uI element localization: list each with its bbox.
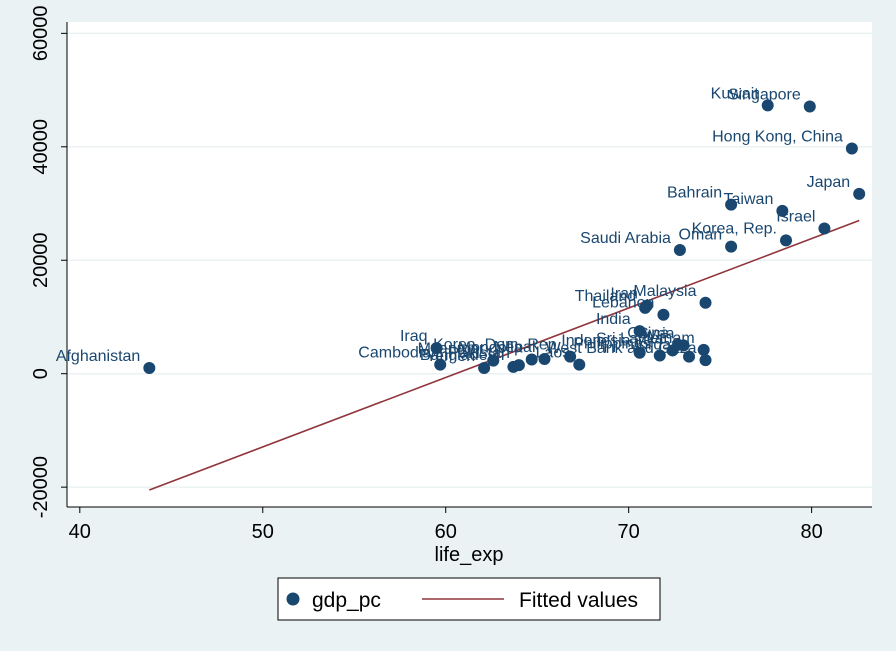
- point-label: Japan: [807, 174, 851, 191]
- fitted-line: [149, 219, 860, 491]
- point-label: Pakistan: [449, 345, 510, 362]
- data-point: [803, 100, 816, 113]
- point-label: Myanmar: [418, 341, 485, 358]
- data-point: [478, 362, 491, 375]
- point-label: Sri Lanka: [596, 330, 664, 347]
- point-label: Israel: [776, 208, 815, 225]
- points-layer: [143, 99, 866, 375]
- point-label: Bahrain: [667, 185, 722, 202]
- point-label: Vietnam: [636, 330, 694, 347]
- data-point: [633, 346, 646, 359]
- point-label: Indonesia: [561, 333, 630, 350]
- data-point: [725, 198, 738, 211]
- point-label: Korea, Dem. Rep.: [433, 337, 561, 354]
- point-label: West Bank and Gaza: [546, 340, 697, 357]
- data-point: [780, 234, 793, 247]
- legend-marker-gdp-pc: [286, 592, 300, 606]
- x-tick-label: 40: [69, 521, 91, 543]
- point-label: Yemen: [426, 348, 475, 365]
- legend-label-gdp-pc: gdp_pc: [312, 589, 381, 612]
- data-point: [430, 342, 443, 355]
- x-tick-label: 60: [435, 521, 457, 543]
- data-point: [776, 204, 789, 217]
- data-point: [525, 353, 538, 366]
- x-tick-label: 80: [801, 521, 823, 543]
- point-label: Iraq: [400, 328, 428, 345]
- data-point: [699, 296, 712, 309]
- point-label: Lebanon: [592, 295, 654, 312]
- gridlines: [67, 32, 872, 488]
- y-tick-label: 40000: [30, 119, 52, 175]
- data-point: [653, 349, 666, 362]
- data-point: [725, 240, 738, 253]
- point-label: Taiwan: [724, 191, 774, 208]
- point-label: Singapore: [728, 87, 801, 104]
- point-label: Philippines: [573, 336, 650, 353]
- data-point: [564, 350, 577, 363]
- x-axis-title: life_exp: [435, 544, 504, 566]
- data-point: [818, 222, 831, 235]
- point-label: Nepal: [494, 339, 536, 356]
- axes: -20000 0 20000 40000 60000 40 50 60 70 80: [30, 6, 872, 543]
- legend-label-fitted: Fitted values: [519, 589, 638, 612]
- y-tick-label: 60000: [30, 6, 52, 62]
- point-label: Bangladesh: [420, 347, 505, 364]
- data-point: [673, 244, 686, 257]
- point-label: Iran: [610, 286, 638, 303]
- data-point: [697, 343, 710, 356]
- point-label: Oman: [679, 227, 723, 244]
- point-label: Laos: [536, 345, 571, 362]
- data-point: [683, 350, 696, 363]
- x-tick-label: 70: [618, 521, 640, 543]
- point-label: Jordan: [631, 337, 680, 354]
- data-point: [538, 352, 551, 365]
- data-point: [143, 362, 156, 375]
- data-point: [657, 308, 670, 321]
- x-tick-label: 50: [252, 521, 274, 543]
- data-point: [633, 325, 646, 338]
- point-label: India: [596, 311, 631, 328]
- point-label: China: [627, 325, 669, 342]
- data-point: [853, 187, 866, 200]
- data-point: [699, 354, 712, 367]
- point-label: Saudi Arabia: [580, 230, 671, 247]
- point-label: Korea, Rep.: [692, 220, 777, 237]
- fitted-line-layer: [149, 219, 860, 491]
- point-label: Syria: [638, 325, 675, 342]
- legend: gdp_pc Fitted values: [277, 577, 661, 621]
- plot-area: [67, 22, 872, 507]
- point-label: Hong Kong, China: [712, 128, 843, 145]
- data-point: [761, 99, 774, 112]
- point-label: Thailand: [575, 288, 636, 305]
- data-point: [845, 142, 858, 155]
- y-tick-label: 20000: [30, 232, 52, 288]
- data-point: [640, 299, 653, 312]
- data-point: [434, 358, 447, 371]
- point-label: Cambodia: [358, 345, 431, 362]
- data-point: [677, 339, 690, 352]
- point-label: Mongolia: [458, 340, 523, 357]
- y-tick-label: -20000: [30, 456, 52, 518]
- data-point: [573, 358, 586, 371]
- y-tick-label: 0: [30, 368, 52, 379]
- data-point: [487, 354, 500, 367]
- point-label: Afghanistan: [56, 348, 141, 365]
- data-point: [512, 359, 525, 372]
- point-label: Malaysia: [633, 283, 696, 300]
- point-labels-layer: Afghanistan IraqCambodiaYemenMyanmarBangl…: [56, 85, 850, 365]
- point-label: Kuwait: [711, 85, 760, 102]
